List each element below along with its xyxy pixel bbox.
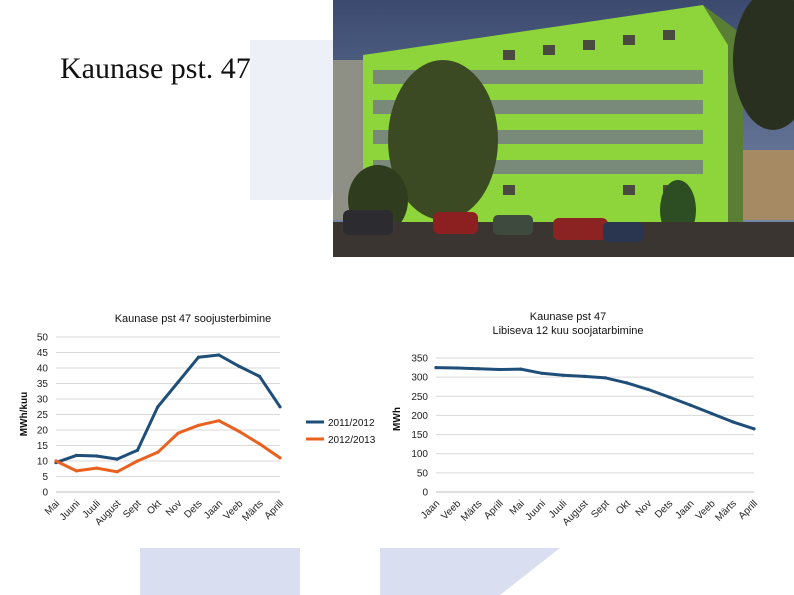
data-point xyxy=(196,423,201,427)
y-tick-label: 350 xyxy=(411,354,428,365)
y-tick-label: 5 xyxy=(42,472,48,483)
y-tick-label: 10 xyxy=(37,457,49,468)
y-tick-label: 50 xyxy=(37,333,49,344)
y-axis-label: MWh xyxy=(392,407,403,431)
chart-title: Kaunase pst 47 soojusterbimine xyxy=(115,313,272,325)
y-tick-label: 30 xyxy=(37,395,49,406)
data-point xyxy=(156,405,160,409)
consumption-chart-panel: Kaunase pst 47 soojusterbimine MWh/kuu 0… xyxy=(18,304,388,542)
data-point xyxy=(115,470,119,474)
data-point xyxy=(258,442,262,446)
data-point xyxy=(752,427,756,431)
x-tick-label: Märts xyxy=(240,498,265,523)
data-point xyxy=(646,387,650,391)
data-point xyxy=(135,448,140,452)
x-tick-label: Sept xyxy=(589,498,611,520)
y-tick-label: 0 xyxy=(422,488,428,499)
data-point xyxy=(561,373,565,377)
data-point xyxy=(582,374,586,378)
data-point xyxy=(135,459,140,463)
rolling-12-month-chart: Kaunase pst 47 Libiseva 12 kuu soojatarb… xyxy=(392,311,761,528)
data-point xyxy=(434,366,438,370)
x-tick-label: Aprill xyxy=(737,498,761,522)
data-point xyxy=(519,367,523,371)
x-tick-label: Jaan xyxy=(673,498,696,521)
data-point xyxy=(95,454,99,458)
data-point xyxy=(237,364,241,368)
x-tick-label: Juuni xyxy=(58,498,83,523)
x-tick-label: Jaan xyxy=(419,498,442,521)
rolling-consumption-chart-panel: Kaunase pst 47 Libiseva 12 kuu soojatarb… xyxy=(388,304,780,542)
data-point xyxy=(476,367,480,371)
data-point xyxy=(540,371,544,375)
legend-label: 2012/2013 xyxy=(328,435,376,446)
y-tick-label: 200 xyxy=(411,411,428,422)
data-point xyxy=(625,381,629,385)
data-point xyxy=(176,380,180,384)
legend-label: 2011/2012 xyxy=(328,418,375,429)
y-tick-label: 250 xyxy=(411,392,428,403)
data-point xyxy=(74,469,78,473)
data-point xyxy=(217,419,221,423)
data-point xyxy=(710,411,714,416)
series-line-2 xyxy=(54,419,282,474)
y-tick-label: 25 xyxy=(37,410,49,421)
y-tick-label: 20 xyxy=(37,426,49,437)
x-tick-label: Juuni xyxy=(523,498,548,523)
y-tick-label: 300 xyxy=(411,373,428,384)
building-photo xyxy=(333,0,794,257)
x-tick-label: Jaan xyxy=(202,498,225,521)
data-point xyxy=(604,376,608,380)
data-point xyxy=(217,353,221,357)
y-tick-label: 45 xyxy=(37,348,49,359)
data-point xyxy=(455,366,459,370)
data-point xyxy=(156,450,160,454)
y-tick-label: 15 xyxy=(37,441,49,452)
y-tick-label: 150 xyxy=(411,430,428,441)
slide-title: Kaunase pst. 47 xyxy=(60,52,251,85)
x-tick-label: Okt xyxy=(614,498,633,517)
x-tick-label: Märts xyxy=(459,498,484,523)
data-point xyxy=(54,459,58,463)
chart-subtitle: Libiseva 12 kuu soojatarbimine xyxy=(492,325,643,337)
x-tick-label: Veeb xyxy=(694,498,718,522)
monthly-consumption-chart: Kaunase pst 47 soojusterbimine MWh/kuu 0… xyxy=(19,313,376,528)
x-tick-label: Dets xyxy=(182,498,204,520)
data-point xyxy=(278,456,282,460)
data-point xyxy=(196,355,201,359)
data-point xyxy=(731,420,735,424)
y-tick-label: 0 xyxy=(42,488,48,499)
data-point xyxy=(667,395,671,399)
x-tick-label: Okt xyxy=(145,498,164,517)
data-point xyxy=(498,367,502,372)
series-line-1 xyxy=(54,353,282,465)
data-point xyxy=(237,429,241,434)
x-tick-label: Nov xyxy=(164,498,184,518)
data-point xyxy=(258,374,262,378)
x-tick-label: Nov xyxy=(634,498,654,518)
y-tick-label: 100 xyxy=(411,449,428,460)
data-point xyxy=(115,457,119,461)
chart-title: Kaunase pst 47 xyxy=(530,311,606,323)
data-point xyxy=(176,431,180,435)
y-tick-label: 35 xyxy=(37,379,49,390)
data-point xyxy=(74,453,78,457)
x-tick-label: Sept xyxy=(121,498,143,520)
x-tick-label: Aprill xyxy=(263,498,287,522)
y-tick-label: 40 xyxy=(37,364,49,375)
y-tick-label: 50 xyxy=(417,468,429,479)
y-axis-label: MWh/kuu xyxy=(19,392,30,436)
x-tick-label: Dets xyxy=(653,498,675,520)
data-point xyxy=(278,405,282,409)
data-point xyxy=(688,403,692,407)
series-line-1 xyxy=(434,366,756,431)
x-tick-label: Märts xyxy=(713,498,738,523)
x-tick-label: Aprill xyxy=(482,498,506,522)
data-point xyxy=(95,466,99,470)
x-tick-label: Veeb xyxy=(439,498,463,522)
